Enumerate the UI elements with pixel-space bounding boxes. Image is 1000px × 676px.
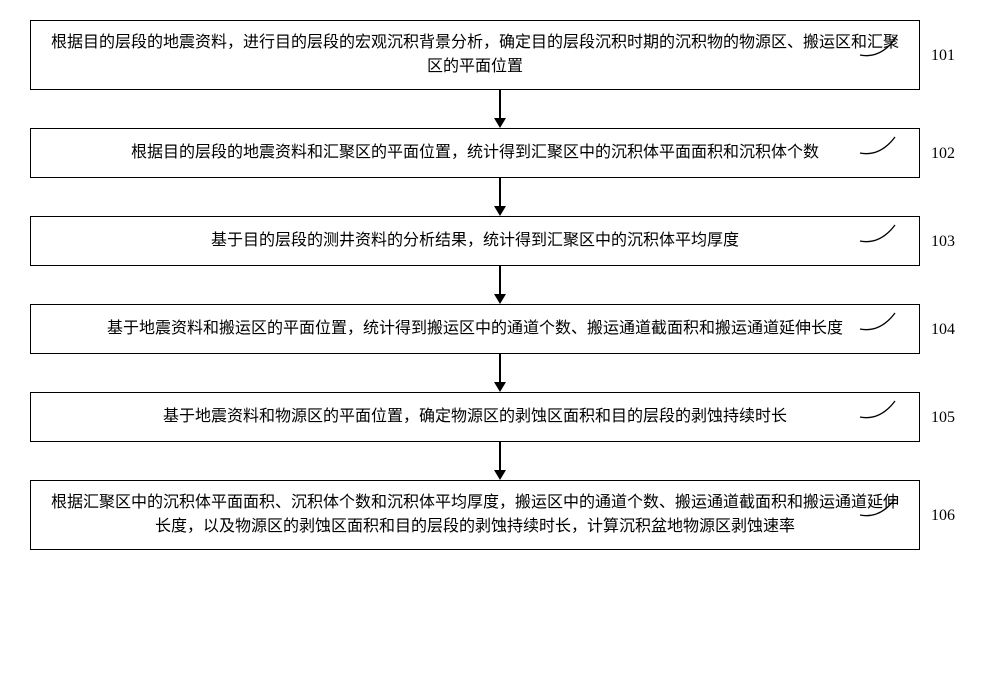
step-box-103: 基于目的层段的测井资料的分析结果，统计得到汇聚区中的沉积体平均厚度 <box>30 216 920 266</box>
step-text: 根据汇聚区中的沉积体平面面积、沉积体个数和沉积体平均厚度，搬运区中的通道个数、搬… <box>51 491 899 539</box>
arrow-down <box>494 266 506 304</box>
step-box-102: 根据目的层段的地震资料和汇聚区的平面位置，统计得到汇聚区中的沉积体平面面积和沉积… <box>30 128 920 178</box>
step-label: 101 <box>931 47 955 65</box>
arrow-down <box>494 90 506 128</box>
step-box-104: 基于地震资料和搬运区的平面位置，统计得到搬运区中的通道个数、搬运通道截面积和搬运… <box>30 304 920 354</box>
step-label: 106 <box>931 507 955 525</box>
label-connector <box>860 37 902 61</box>
step-row: 根据目的层段的地震资料，进行目的层段的宏观沉积背景分析，确定目的层段沉积时期的沉… <box>30 20 970 90</box>
step-label: 104 <box>931 321 955 339</box>
arrow-down <box>494 442 506 480</box>
step-text: 基于目的层段的测井资料的分析结果，统计得到汇聚区中的沉积体平均厚度 <box>211 229 739 253</box>
flowchart-container: 根据目的层段的地震资料，进行目的层段的宏观沉积背景分析，确定目的层段沉积时期的沉… <box>30 20 970 550</box>
step-text: 根据目的层段的地震资料，进行目的层段的宏观沉积背景分析，确定目的层段沉积时期的沉… <box>51 31 899 79</box>
step-text: 基于地震资料和搬运区的平面位置，统计得到搬运区中的通道个数、搬运通道截面积和搬运… <box>107 317 843 341</box>
step-row: 根据汇聚区中的沉积体平面面积、沉积体个数和沉积体平均厚度，搬运区中的通道个数、搬… <box>30 480 970 550</box>
step-row: 基于目的层段的测井资料的分析结果，统计得到汇聚区中的沉积体平均厚度 103 <box>30 216 970 266</box>
label-connector <box>860 311 902 335</box>
label-connector <box>860 135 902 159</box>
arrow-down <box>494 178 506 216</box>
step-label: 102 <box>931 145 955 163</box>
label-connector <box>860 223 902 247</box>
step-box-105: 基于地震资料和物源区的平面位置，确定物源区的剥蚀区面积和目的层段的剥蚀持续时长 <box>30 392 920 442</box>
step-label: 105 <box>931 409 955 427</box>
step-box-101: 根据目的层段的地震资料，进行目的层段的宏观沉积背景分析，确定目的层段沉积时期的沉… <box>30 20 920 90</box>
step-box-106: 根据汇聚区中的沉积体平面面积、沉积体个数和沉积体平均厚度，搬运区中的通道个数、搬… <box>30 480 920 550</box>
arrow-down <box>494 354 506 392</box>
step-row: 基于地震资料和搬运区的平面位置，统计得到搬运区中的通道个数、搬运通道截面积和搬运… <box>30 304 970 354</box>
step-row: 基于地震资料和物源区的平面位置，确定物源区的剥蚀区面积和目的层段的剥蚀持续时长 … <box>30 392 970 442</box>
step-text: 根据目的层段的地震资料和汇聚区的平面位置，统计得到汇聚区中的沉积体平面面积和沉积… <box>131 141 819 165</box>
step-label: 103 <box>931 233 955 251</box>
step-text: 基于地震资料和物源区的平面位置，确定物源区的剥蚀区面积和目的层段的剥蚀持续时长 <box>163 405 787 429</box>
label-connector <box>860 497 902 521</box>
step-row: 根据目的层段的地震资料和汇聚区的平面位置，统计得到汇聚区中的沉积体平面面积和沉积… <box>30 128 970 178</box>
label-connector <box>860 399 902 423</box>
